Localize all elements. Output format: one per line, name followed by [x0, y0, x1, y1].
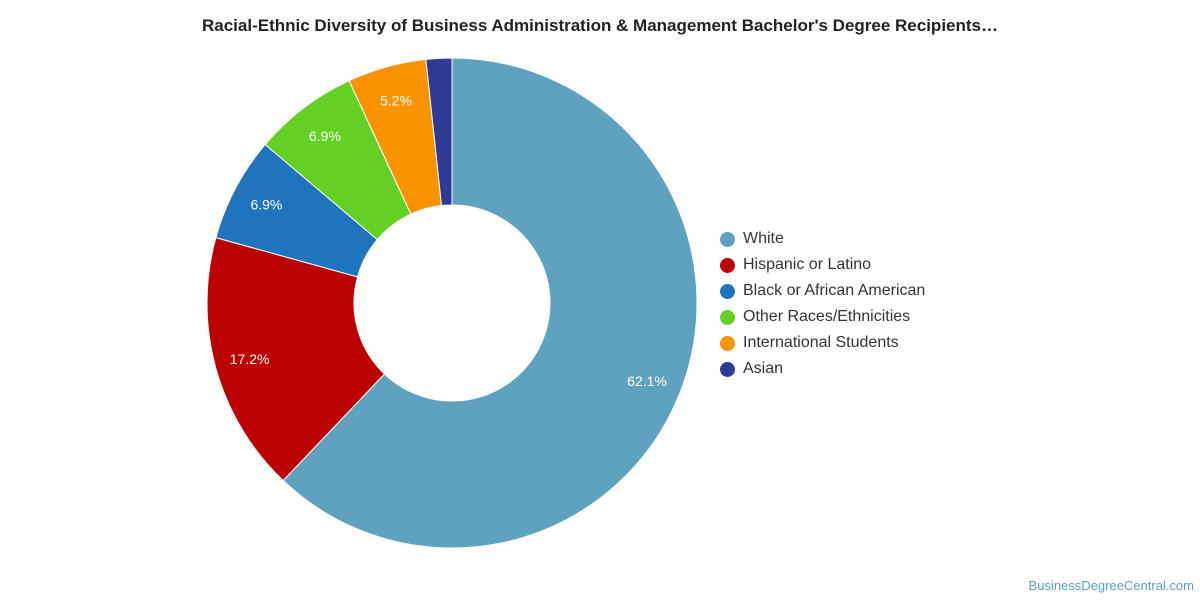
legend-item[interactable]: Black or African American: [720, 278, 925, 304]
legend-swatch-icon: [720, 257, 735, 273]
legend-item[interactable]: Hispanic or Latino: [720, 252, 925, 278]
slice-white[interactable]: [282, 57, 698, 549]
legend-swatch-icon: [720, 231, 735, 247]
legend-swatch-icon: [720, 335, 735, 351]
legend-label: International Students: [743, 334, 899, 351]
slice-hispanic-or-latino[interactable]: [206, 236, 386, 482]
chart-legend: White Hispanic or Latino Black or African …: [720, 226, 925, 382]
legend-item[interactable]: Asian: [720, 356, 925, 382]
slice-label: 62.1%: [627, 373, 667, 389]
slice-label: 17.2%: [230, 351, 270, 367]
legend-item[interactable]: Other Races/Ethnicities: [720, 304, 925, 330]
site-watermark: BusinessDegreeCentral.com: [1028, 578, 1194, 593]
legend-item[interactable]: White: [720, 226, 925, 252]
legend-swatch-icon: [720, 283, 735, 299]
slice-label: 5.2%: [380, 93, 412, 109]
legend-swatch-icon: [720, 309, 735, 325]
legend-label: White: [743, 230, 784, 247]
legend-label: Asian: [743, 360, 784, 377]
legend-swatch-icon: [720, 361, 735, 377]
slices-group: [206, 57, 698, 549]
legend-label: Other Races/Ethnicities: [743, 308, 911, 325]
chart-title: Racial-Ethnic Diversity of Business Admi…: [201, 16, 998, 35]
legend-item[interactable]: International Students: [720, 330, 925, 356]
slice-label: 6.9%: [309, 128, 341, 144]
legend-label: Hispanic or Latino: [743, 256, 872, 273]
labels-group: 62.1% 17.2% 6.9% 6.9% 5.2%: [230, 93, 667, 389]
slice-label: 6.9%: [250, 197, 282, 213]
slice-asian[interactable]: [425, 57, 453, 207]
legend-label: Black or African American: [743, 282, 926, 299]
